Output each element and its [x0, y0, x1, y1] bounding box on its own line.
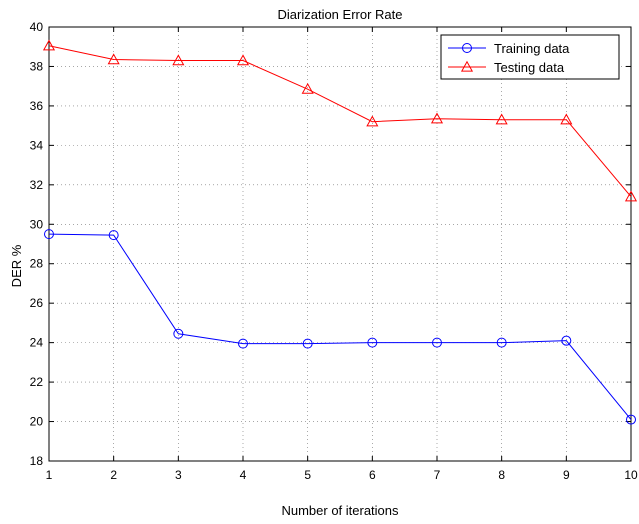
- legend-label: Training data: [494, 41, 570, 56]
- series-training: [44, 229, 636, 425]
- x-axis-label: Number of iterations: [281, 503, 399, 518]
- data-point: [366, 115, 379, 127]
- x-tick-label: 1: [46, 468, 53, 482]
- y-tick-label: 26: [30, 296, 44, 310]
- data-point: [172, 54, 185, 66]
- y-tick-label: 30: [30, 217, 44, 231]
- x-tick-label: 4: [240, 468, 247, 482]
- y-tick-label: 36: [30, 99, 44, 113]
- data-point: [302, 338, 313, 349]
- y-tick-labels: 18 20 22 24 26 28 30 32 34 36 38 40: [30, 20, 44, 468]
- chart-title: Diarization Error Rate: [278, 7, 403, 22]
- x-tick-labels: 1 2 3 4 5 6 7 8 9 10: [46, 468, 638, 482]
- legend-marker: [462, 43, 472, 53]
- series-testing: [42, 39, 638, 202]
- data-point: [173, 328, 184, 339]
- series-line: [48, 233, 632, 420]
- x-tick-label: 6: [369, 468, 376, 482]
- y-tick-label: 40: [30, 20, 44, 34]
- data-point: [624, 190, 638, 202]
- legend-box: [440, 34, 620, 80]
- data-point: [495, 113, 508, 125]
- x-tick-label: 3: [175, 468, 182, 482]
- data-point: [236, 54, 250, 66]
- legend-entry: Testing data: [448, 60, 565, 75]
- series-layer: [42, 39, 638, 425]
- y-tick-label: 20: [30, 415, 44, 429]
- data-point: [44, 229, 54, 240]
- data-point: [626, 414, 636, 425]
- data-point: [108, 230, 119, 241]
- data-point: [496, 337, 507, 348]
- y-axis-label: DER %: [9, 244, 24, 287]
- y-tick-label: 22: [30, 375, 44, 389]
- legend-entry: Training data: [448, 41, 570, 56]
- legend: Training data Testing data: [440, 34, 620, 80]
- data-point: [42, 39, 56, 51]
- x-tick-label: 10: [624, 468, 638, 482]
- x-tick-label: 2: [110, 468, 117, 482]
- y-tick-label: 38: [30, 59, 44, 73]
- data-point: [561, 335, 572, 346]
- data-point: [432, 337, 442, 348]
- y-tick-label: 24: [30, 336, 44, 350]
- series-line: [48, 45, 632, 197]
- plot-area: [48, 26, 632, 462]
- data-point: [238, 338, 248, 349]
- x-tick-label: 9: [563, 468, 570, 482]
- x-tick-label: 5: [304, 468, 311, 482]
- y-tick-label: 32: [30, 178, 44, 192]
- legend-label: Testing data: [494, 60, 565, 75]
- x-tick-label: 7: [434, 468, 441, 482]
- y-tick-label: 28: [30, 257, 44, 271]
- data-point: [430, 112, 444, 124]
- tick-marks: [48, 26, 632, 462]
- x-tick-label: 8: [498, 468, 505, 482]
- data-point: [107, 53, 120, 65]
- data-point: [560, 113, 573, 125]
- y-tick-label: 34: [30, 138, 44, 152]
- data-point: [367, 337, 378, 348]
- y-tick-label: 18: [30, 454, 44, 468]
- grid: [49, 27, 631, 461]
- data-point: [301, 82, 314, 94]
- legend-marker: [460, 60, 474, 72]
